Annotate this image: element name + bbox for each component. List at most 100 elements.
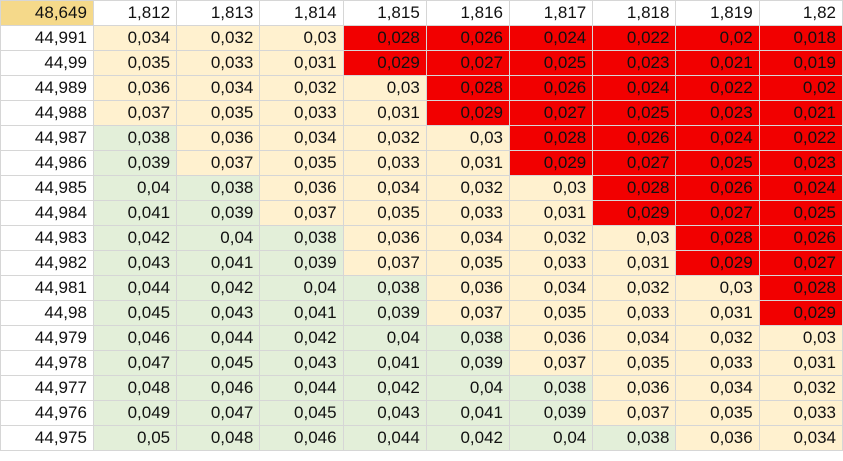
value-cell[interactable]: 0,033 (342, 150, 427, 176)
column-header-cell[interactable]: 1,82 (758, 0, 843, 26)
value-cell[interactable]: 0,035 (425, 250, 511, 276)
value-cell[interactable]: 0,046 (259, 425, 344, 451)
value-cell[interactable]: 0,027 (425, 50, 511, 76)
value-cell[interactable]: 0,035 (176, 100, 261, 126)
column-header-cell[interactable]: 1,812 (92, 0, 178, 26)
value-cell[interactable]: 0,034 (509, 275, 594, 301)
value-cell[interactable]: 0,025 (758, 200, 843, 226)
value-cell[interactable]: 0,033 (176, 50, 261, 76)
value-cell[interactable]: 0,03 (675, 275, 760, 301)
row-label-cell[interactable]: 44,982 (0, 250, 94, 276)
value-cell[interactable]: 0,02 (758, 75, 843, 101)
value-cell[interactable]: 0,036 (592, 375, 677, 401)
value-cell[interactable]: 0,026 (675, 175, 760, 201)
value-cell[interactable]: 0,031 (675, 300, 760, 326)
value-cell[interactable]: 0,04 (176, 225, 261, 251)
value-cell[interactable]: 0,024 (592, 75, 677, 101)
value-cell[interactable]: 0,035 (342, 200, 427, 226)
value-cell[interactable]: 0,031 (758, 350, 843, 376)
value-cell[interactable]: 0,043 (92, 250, 178, 276)
value-cell[interactable]: 0,022 (592, 25, 677, 51)
value-cell[interactable]: 0,039 (176, 200, 261, 226)
value-cell[interactable]: 0,036 (259, 175, 344, 201)
column-header-cell[interactable]: 1,818 (592, 0, 677, 26)
value-cell[interactable]: 0,031 (259, 50, 344, 76)
value-cell[interactable]: 0,031 (342, 100, 427, 126)
value-cell[interactable]: 0,036 (342, 225, 427, 251)
value-cell[interactable]: 0,045 (92, 300, 178, 326)
value-cell[interactable]: 0,032 (176, 25, 261, 51)
row-label-cell[interactable]: 44,977 (0, 375, 94, 401)
value-cell[interactable]: 0,032 (675, 325, 760, 351)
value-cell[interactable]: 0,038 (92, 125, 178, 151)
value-cell[interactable]: 0,038 (592, 425, 677, 451)
value-cell[interactable]: 0,043 (259, 350, 344, 376)
value-cell[interactable]: 0,042 (176, 275, 261, 301)
value-cell[interactable]: 0,035 (509, 300, 594, 326)
value-cell[interactable]: 0,041 (92, 200, 178, 226)
value-cell[interactable]: 0,02 (675, 25, 760, 51)
value-cell[interactable]: 0,033 (509, 250, 594, 276)
column-header-cell[interactable]: 1,813 (176, 0, 261, 26)
value-cell[interactable]: 0,033 (592, 300, 677, 326)
value-cell[interactable]: 0,024 (675, 125, 760, 151)
value-cell[interactable]: 0,041 (176, 250, 261, 276)
value-cell[interactable]: 0,034 (675, 375, 760, 401)
value-cell[interactable]: 0,047 (92, 350, 178, 376)
value-cell[interactable]: 0,042 (92, 225, 178, 251)
value-cell[interactable]: 0,034 (592, 325, 677, 351)
value-cell[interactable]: 0,033 (425, 200, 511, 226)
value-cell[interactable]: 0,026 (509, 75, 594, 101)
value-cell[interactable]: 0,03 (758, 325, 843, 351)
value-cell[interactable]: 0,039 (509, 400, 594, 426)
value-cell[interactable]: 0,028 (758, 275, 843, 301)
value-cell[interactable]: 0,044 (259, 375, 344, 401)
row-label-cell[interactable]: 44,983 (0, 225, 94, 251)
value-cell[interactable]: 0,047 (176, 400, 261, 426)
value-cell[interactable]: 0,04 (509, 425, 594, 451)
row-label-cell[interactable]: 44,984 (0, 200, 94, 226)
value-cell[interactable]: 0,036 (92, 75, 178, 101)
value-cell[interactable]: 0,039 (259, 250, 344, 276)
value-cell[interactable]: 0,046 (92, 325, 178, 351)
value-cell[interactable]: 0,03 (425, 125, 511, 151)
value-cell[interactable]: 0,032 (758, 375, 843, 401)
value-cell[interactable]: 0,031 (592, 250, 677, 276)
row-label-cell[interactable]: 44,986 (0, 150, 94, 176)
value-cell[interactable]: 0,037 (592, 400, 677, 426)
value-cell[interactable]: 0,038 (425, 325, 511, 351)
value-cell[interactable]: 0,044 (176, 325, 261, 351)
value-cell[interactable]: 0,04 (92, 175, 178, 201)
value-cell[interactable]: 0,035 (675, 400, 760, 426)
value-cell[interactable]: 0,018 (758, 25, 843, 51)
value-cell[interactable]: 0,019 (758, 50, 843, 76)
row-label-cell[interactable]: 44,976 (0, 400, 94, 426)
value-cell[interactable]: 0,029 (342, 50, 427, 76)
value-cell[interactable]: 0,03 (259, 25, 344, 51)
value-cell[interactable]: 0,033 (259, 100, 344, 126)
value-cell[interactable]: 0,032 (509, 225, 594, 251)
value-cell[interactable]: 0,028 (342, 25, 427, 51)
value-cell[interactable]: 0,024 (509, 25, 594, 51)
value-cell[interactable]: 0,023 (758, 150, 843, 176)
value-cell[interactable]: 0,025 (675, 150, 760, 176)
value-cell[interactable]: 0,038 (509, 375, 594, 401)
value-cell[interactable]: 0,034 (259, 125, 344, 151)
value-cell[interactable]: 0,037 (176, 150, 261, 176)
value-cell[interactable]: 0,029 (758, 300, 843, 326)
value-cell[interactable]: 0,038 (342, 275, 427, 301)
value-cell[interactable]: 0,023 (592, 50, 677, 76)
value-cell[interactable]: 0,026 (758, 225, 843, 251)
value-cell[interactable]: 0,041 (259, 300, 344, 326)
corner-cell[interactable]: 48,649 (0, 0, 94, 26)
value-cell[interactable]: 0,048 (176, 425, 261, 451)
value-cell[interactable]: 0,034 (342, 175, 427, 201)
value-cell[interactable]: 0,037 (509, 350, 594, 376)
value-cell[interactable]: 0,045 (176, 350, 261, 376)
value-cell[interactable]: 0,025 (592, 100, 677, 126)
value-cell[interactable]: 0,035 (259, 150, 344, 176)
value-cell[interactable]: 0,021 (675, 50, 760, 76)
value-cell[interactable]: 0,041 (342, 350, 427, 376)
value-cell[interactable]: 0,044 (342, 425, 427, 451)
row-label-cell[interactable]: 44,991 (0, 25, 94, 51)
